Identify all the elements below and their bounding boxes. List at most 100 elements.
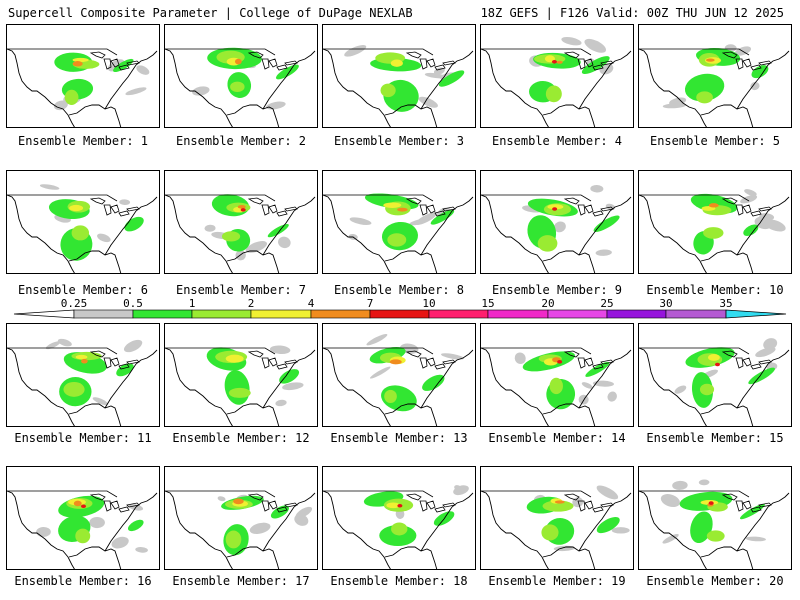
ensemble-member-label: Ensemble Member: 10 (646, 283, 784, 297)
scp-contour-area (544, 55, 555, 63)
great-lakes (563, 197, 614, 217)
border-line (639, 194, 750, 202)
us-map (639, 338, 790, 426)
ensemble-member-label: Ensemble Member: 14 (488, 431, 626, 445)
us-map (481, 485, 632, 569)
colorbar-tick-label: 10 (422, 297, 436, 310)
scp-contour-area (554, 500, 565, 504)
colorbar-segment (191, 309, 252, 319)
scp-contour-area (64, 89, 79, 105)
scp-contour-area (128, 519, 144, 532)
scp-contour-area (764, 219, 786, 232)
scp-contour-area (228, 387, 251, 398)
scp-contour-area (755, 347, 776, 358)
scp-contour-area (561, 36, 582, 46)
great-lakes (89, 197, 140, 217)
ensemble-member-map (322, 24, 476, 128)
great-lakes (721, 197, 772, 217)
great-lakes (247, 493, 298, 513)
us-map (639, 44, 790, 127)
scp-contour-area (245, 241, 268, 253)
scp-contour-area (389, 359, 402, 365)
scp-contour-area (204, 224, 216, 232)
scp-contour-area (116, 363, 134, 377)
border-line (7, 347, 118, 355)
scp-contour-area (282, 382, 304, 391)
scp-contour-area (97, 233, 111, 243)
scp-contour-area (240, 208, 246, 212)
coastline (639, 48, 790, 127)
colorbar-tick-label: 7 (366, 297, 374, 310)
border-line (165, 490, 276, 498)
scp-contour-area (39, 184, 60, 190)
scp-contour-area (69, 204, 84, 212)
scp-contour-area (225, 530, 242, 549)
scp-contour-area (275, 64, 299, 80)
scp-contour-area (590, 184, 604, 193)
scp-contour-area (581, 382, 593, 389)
ensemble-member-map (638, 24, 792, 128)
scp-contour-area (391, 522, 408, 536)
great-lakes (89, 350, 140, 370)
scp-contour-area (397, 503, 403, 508)
ensemble-member-label: Ensemble Member: 7 (175, 283, 307, 297)
border-line (481, 194, 592, 202)
scp-contour-area (551, 59, 557, 64)
coastline (481, 48, 632, 127)
scp-contour-area (233, 498, 244, 505)
us-map (7, 490, 158, 569)
colorbar-tick-label: 1 (188, 297, 196, 310)
scp-contour-area (750, 81, 760, 91)
colorbar-segment (369, 309, 430, 319)
title-left: Supercell Composite Parameter | College … (8, 6, 413, 20)
coastline (639, 194, 790, 273)
scp-contour-area (390, 59, 403, 67)
scp-contour-area (748, 367, 775, 385)
scp-contour-area (424, 72, 447, 79)
us-map (639, 189, 790, 273)
scp-contour-area (549, 377, 563, 395)
colorbar-tick-label: 2 (247, 297, 255, 310)
border-line (7, 194, 118, 202)
border-line (165, 48, 276, 56)
scp-contour-area (366, 334, 388, 346)
scp-contour-area (542, 500, 574, 512)
scp-contour-area (556, 60, 563, 64)
great-lakes (563, 350, 614, 370)
colorbar-tick-label: 20 (541, 297, 555, 310)
scp-contour-area (75, 528, 91, 544)
ensemble-member-map (6, 24, 160, 128)
scp-contour-area (397, 207, 408, 212)
colorbar-segment (487, 309, 549, 319)
ensemble-member-map (164, 24, 318, 128)
great-lakes (405, 51, 456, 71)
us-map (7, 184, 158, 273)
ensemble-member-label: Ensemble Member: 1 (17, 134, 149, 148)
coastline (323, 347, 474, 426)
scp-contour-area (267, 224, 289, 238)
great-lakes (247, 350, 298, 370)
border-line (481, 48, 592, 56)
scp-contour-area (279, 369, 300, 384)
colorbar-segment (73, 309, 134, 319)
scp-contour-area (441, 353, 465, 360)
great-lakes (563, 51, 614, 71)
ensemble-member-label: Ensemble Member: 13 (330, 431, 468, 445)
border-line (323, 347, 434, 355)
ensemble-member-label: Ensemble Member: 6 (17, 283, 149, 297)
coastline (7, 490, 158, 569)
scp-contour-area (581, 56, 610, 75)
scp-contour-area (384, 389, 397, 404)
scp-contour-area (81, 358, 88, 364)
colorbar-tick-label: 25 (600, 297, 614, 310)
colorbar-segment (606, 309, 667, 319)
scp-contour-area (674, 385, 687, 394)
scp-contour-area (386, 502, 401, 509)
border-line (481, 347, 592, 355)
scp-contour-area (541, 524, 559, 541)
border-line (323, 194, 434, 202)
scp-contour-area (684, 73, 725, 102)
border-line (639, 48, 750, 56)
scp-contour-area (708, 203, 719, 208)
scp-contour-area (592, 380, 614, 387)
